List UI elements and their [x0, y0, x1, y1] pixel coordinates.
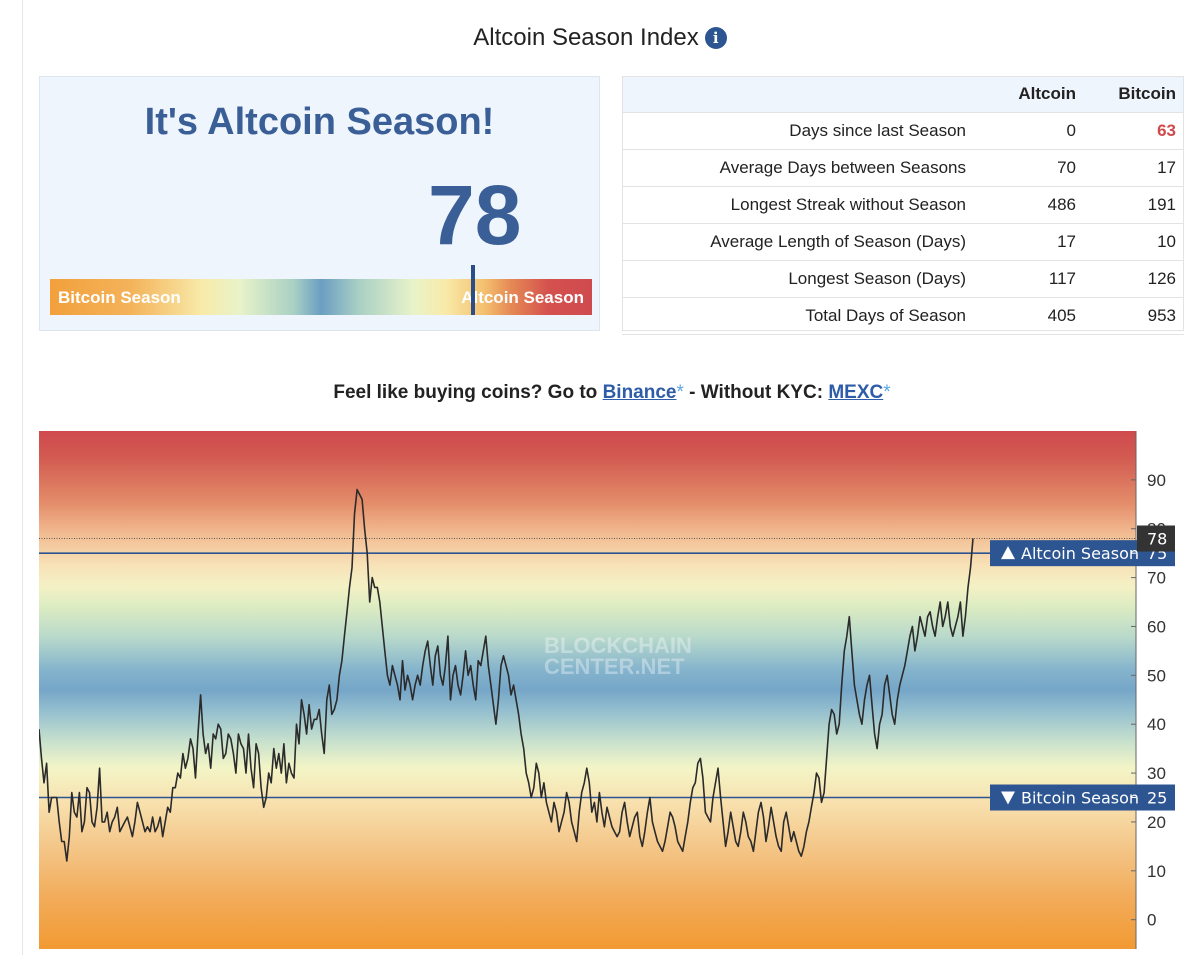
stats-row-label: Longest Season (Days)	[622, 260, 984, 298]
binance-link[interactable]: Binance	[602, 382, 677, 403]
season-status-card: It's Altcoin Season! 78 Bitcoin Season A…	[39, 76, 600, 331]
table-row: Average Days between Seasons 70 17	[622, 149, 1184, 187]
series-line-altcoin-index	[39, 488, 974, 862]
stats-row-label: Days since last Season	[622, 112, 984, 150]
current-value-label: 78	[1137, 525, 1175, 552]
stats-header-blank	[622, 76, 984, 113]
index-value: 78	[428, 168, 522, 262]
stats-bitcoin-value: 17	[1084, 149, 1184, 187]
stats-row-label: Total Days of Season	[622, 297, 984, 335]
stats-bitcoin-value: 953	[1084, 297, 1184, 335]
stats-header-altcoin: Altcoin	[984, 76, 1084, 113]
stats-bitcoin-value: 126	[1084, 260, 1184, 298]
table-row: Total Days of Season 405 953	[622, 297, 1184, 335]
stats-bitcoin-value: 63	[1084, 112, 1184, 150]
page-left-rule	[22, 0, 23, 955]
y-tick-label: 0	[1147, 911, 1156, 930]
altcoin-season-chart[interactable]: BLOCKCHAIN CENTER.NET 010203040506070809…	[39, 431, 1185, 949]
stats-bitcoin-value: 191	[1084, 186, 1184, 224]
y-tick-label: 30	[1147, 764, 1166, 783]
stats-row-label: Average Length of Season (Days)	[622, 223, 984, 261]
stats-header-row: Altcoin Bitcoin	[622, 76, 1184, 113]
season-heading: It's Altcoin Season!	[144, 101, 495, 143]
stats-altcoin-value: 405	[984, 297, 1084, 335]
y-tick-label: 20	[1147, 813, 1166, 832]
table-row: Average Length of Season (Days) 17 10	[622, 223, 1184, 261]
binance-asterisk: *	[676, 382, 684, 403]
stats-header-bitcoin: Bitcoin	[1084, 76, 1184, 113]
season-gauge: Bitcoin Season Altcoin Season	[50, 265, 592, 315]
gauge-label-bitcoin-season: Bitcoin Season	[58, 288, 181, 307]
chart-color-bands	[39, 431, 1136, 949]
info-icon[interactable]: i	[704, 27, 727, 49]
threshold-label: Altcoin Season	[1021, 544, 1139, 563]
table-row: Days since last Season 0 63	[622, 112, 1184, 150]
stats-altcoin-value: 70	[984, 149, 1084, 187]
y-tick-label: 70	[1147, 569, 1166, 588]
watermark-line-2: CENTER.NET	[544, 654, 685, 679]
mexc-asterisk: *	[883, 382, 891, 403]
stats-row-label: Average Days between Seasons	[622, 149, 984, 187]
promo-middle: - Without KYC:	[689, 382, 824, 403]
y-tick-label: 10	[1147, 862, 1166, 881]
threshold-value: 25	[1147, 789, 1167, 808]
current-value-box	[1137, 525, 1175, 552]
season-stats-table: Altcoin Bitcoin Days since last Season 0…	[622, 76, 1184, 335]
stats-bitcoin-value: 10	[1084, 223, 1184, 261]
y-tick-label: 90	[1147, 471, 1166, 490]
y-tick-label: 40	[1147, 715, 1166, 734]
page-title-text: Altcoin Season Index	[473, 24, 699, 51]
stats-row-label: Longest Streak without Season	[622, 186, 984, 224]
gauge-label-altcoin-season: Altcoin Season	[461, 288, 584, 307]
table-row: Longest Season (Days) 117 126	[622, 260, 1184, 298]
stats-altcoin-value: 17	[984, 223, 1084, 261]
page-title: Altcoin Season Index i	[0, 24, 1200, 52]
threshold-label: Bitcoin Season	[1021, 789, 1139, 808]
y-axis-ticks: 0102030405060708090	[1131, 471, 1166, 930]
triangle-down-icon	[1001, 791, 1015, 805]
y-tick-label: 60	[1147, 617, 1166, 636]
y-tick-label: 50	[1147, 666, 1166, 685]
stats-altcoin-value: 0	[984, 112, 1084, 150]
stats-altcoin-value: 486	[984, 186, 1084, 224]
current-value-text: 78	[1147, 530, 1167, 549]
mexc-link[interactable]: MEXC	[828, 382, 884, 403]
watermark-line-1: BLOCKCHAIN	[544, 633, 692, 658]
threshold-label-box	[990, 784, 1175, 811]
triangle-up-icon	[1001, 546, 1015, 560]
promo-prefix: Feel like buying coins? Go to	[333, 382, 598, 403]
promo-line: Feel like buying coins? Go to Binance* -…	[0, 382, 1200, 404]
table-row: Longest Streak without Season 486 191	[622, 186, 1184, 224]
stats-altcoin-value: 117	[984, 260, 1084, 298]
gauge-marker	[470, 265, 475, 315]
